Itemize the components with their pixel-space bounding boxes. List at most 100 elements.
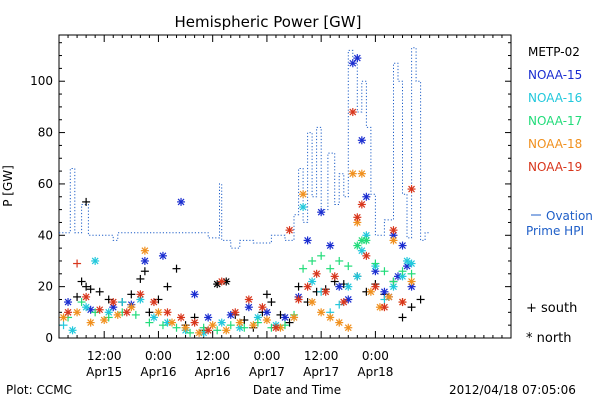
point-stroke: [222, 326, 230, 334]
noaa-17-point-south: [172, 323, 181, 332]
noaa-16-point-north: [91, 256, 100, 265]
noaa-17-point-south: [158, 321, 167, 330]
point-stroke: [358, 136, 366, 144]
noaa-15-point-north: [190, 290, 199, 299]
point-stroke: [87, 319, 95, 327]
point-stroke: [204, 326, 212, 334]
point-stroke: [371, 283, 379, 291]
y-tick-label: 0: [45, 331, 53, 345]
noaa-18-point-north: [113, 310, 122, 319]
point-stroke: [304, 283, 312, 291]
point-stroke: [114, 311, 122, 319]
noaa-17-point-south: [380, 267, 389, 276]
x-tick-label-time: 0:00: [253, 349, 280, 363]
noaa-15-point-north: [158, 251, 167, 260]
point-stroke: [326, 242, 334, 249]
metp-02-point-south: [294, 282, 303, 291]
noaa-17-point-south: [407, 269, 416, 278]
x-axis-label: Date and Time: [253, 383, 341, 397]
point-stroke: [73, 308, 81, 316]
noaa-16-point-north: [353, 272, 362, 281]
point-stroke: [390, 283, 397, 291]
noaa-19-point-north: [258, 303, 267, 312]
point-stroke: [258, 303, 266, 311]
point-stroke: [322, 288, 330, 296]
metp-02-point-south: [77, 277, 86, 286]
ovation-label-line1: Ovation: [546, 209, 593, 223]
noaa-17-point-south: [213, 326, 222, 335]
point-stroke: [263, 316, 271, 324]
point-stroke: [408, 278, 415, 285]
noaa-19-point-north: [244, 295, 253, 304]
noaa-18-point-north: [168, 318, 176, 327]
noaa-19-point-north: [371, 282, 380, 291]
noaa-18-point-north: [290, 313, 299, 322]
point-stroke: [136, 296, 144, 303]
y-tick-label: 100: [30, 74, 53, 88]
x-tick-label-time: 12:00: [195, 349, 230, 363]
point-stroke: [155, 308, 162, 316]
point-stroke: [349, 170, 357, 178]
point-stroke: [408, 260, 415, 267]
noaa-16-point-north: [344, 282, 353, 291]
point-stroke: [191, 290, 199, 298]
noaa-19-point-north: [407, 185, 416, 194]
noaa-15-point-north: [353, 54, 362, 63]
noaa-18-point-north: [86, 318, 95, 327]
point-stroke: [159, 252, 167, 260]
noaa-19-point-north: [321, 287, 330, 296]
noaa-19-point-north: [312, 269, 321, 278]
metp-02-point-south: [140, 267, 149, 276]
noaa-18-point-north: [249, 321, 258, 330]
point-stroke: [177, 314, 185, 321]
point-stroke: [295, 296, 302, 303]
point-stroke: [399, 298, 406, 306]
point-stroke: [390, 226, 397, 234]
y-tick-label: 80: [38, 126, 53, 140]
metp-02-point-south: [407, 303, 416, 312]
point-stroke: [308, 298, 316, 306]
noaa-15-point-north: [140, 256, 149, 265]
noaa-15-point-north: [357, 136, 366, 145]
point-stroke: [290, 314, 298, 321]
noaa-19-point-north: [294, 295, 303, 304]
noaa-15-point-north: [371, 267, 380, 276]
point-stroke: [331, 272, 339, 280]
noaa-19-point-south: [73, 259, 82, 268]
point-stroke: [362, 193, 370, 201]
legend-noaa-18: NOAA-18: [528, 137, 582, 151]
noaa-17-point-south: [389, 277, 398, 286]
point-stroke: [286, 226, 293, 234]
point-stroke: [195, 329, 203, 337]
point-stroke: [64, 298, 72, 306]
point-stroke: [390, 231, 397, 239]
legend-noaa-17: NOAA-17: [528, 114, 582, 128]
point-stroke: [403, 257, 411, 265]
point-stroke: [254, 314, 262, 321]
point-stroke: [236, 319, 244, 327]
point-stroke: [326, 314, 334, 321]
point-stroke: [281, 314, 289, 321]
point-stroke: [105, 308, 113, 316]
noaa-15-point-north: [177, 197, 186, 206]
noaa-19-point-north: [122, 308, 131, 317]
footer-timestamp: 2012/04/18 07:05:06: [449, 383, 576, 397]
noaa-17-point-south: [145, 318, 154, 327]
x-tick-label-date: Apr15: [86, 365, 122, 379]
point-stroke: [344, 324, 352, 332]
y-tick-label: 40: [38, 228, 53, 242]
x-tick-label-time: 12:00: [304, 349, 339, 363]
noaa-17-point-south: [186, 328, 195, 337]
point-stroke: [344, 283, 352, 291]
metp-02-point-south: [82, 197, 91, 206]
point-stroke: [245, 303, 253, 311]
point-stroke: [177, 198, 185, 206]
noaa-17-point-south: [240, 323, 249, 332]
noaa-19-point-north: [303, 282, 312, 291]
metp-02-point-south: [82, 282, 91, 291]
noaa-15-point-north: [362, 192, 371, 201]
point-stroke: [245, 296, 253, 303]
noaa-17-point-south: [371, 259, 380, 268]
point-stroke: [299, 203, 307, 211]
point-stroke: [218, 278, 226, 285]
